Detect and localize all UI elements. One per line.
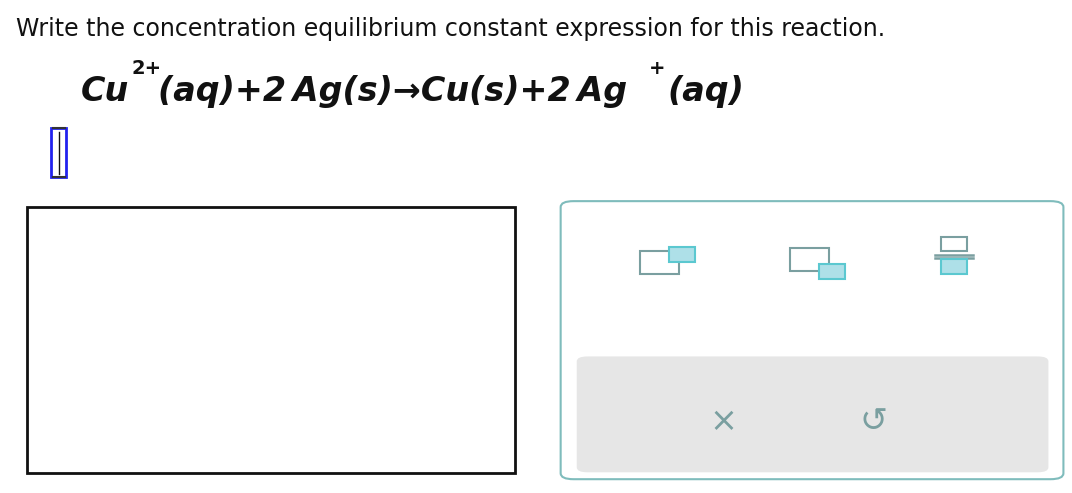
Text: ×: ×: [710, 405, 738, 438]
Text: Cu: Cu: [80, 75, 129, 108]
Text: 2+: 2+: [132, 59, 162, 78]
Text: ↺: ↺: [860, 405, 888, 438]
Text: +: +: [649, 59, 665, 78]
FancyBboxPatch shape: [27, 207, 515, 473]
FancyBboxPatch shape: [561, 201, 1063, 479]
Text: Write the concentration equilibrium constant expression for this reaction.: Write the concentration equilibrium cons…: [16, 17, 885, 41]
FancyBboxPatch shape: [577, 356, 1048, 472]
FancyBboxPatch shape: [640, 251, 679, 274]
FancyBboxPatch shape: [819, 264, 845, 279]
FancyBboxPatch shape: [669, 247, 695, 262]
FancyBboxPatch shape: [941, 259, 967, 274]
FancyBboxPatch shape: [790, 248, 829, 271]
FancyBboxPatch shape: [51, 128, 66, 177]
FancyBboxPatch shape: [941, 237, 967, 251]
Text: (aq)+2 Ag(s)→Cu(s)+2 Ag: (aq)+2 Ag(s)→Cu(s)+2 Ag: [158, 75, 627, 108]
Text: (aq): (aq): [668, 75, 745, 108]
